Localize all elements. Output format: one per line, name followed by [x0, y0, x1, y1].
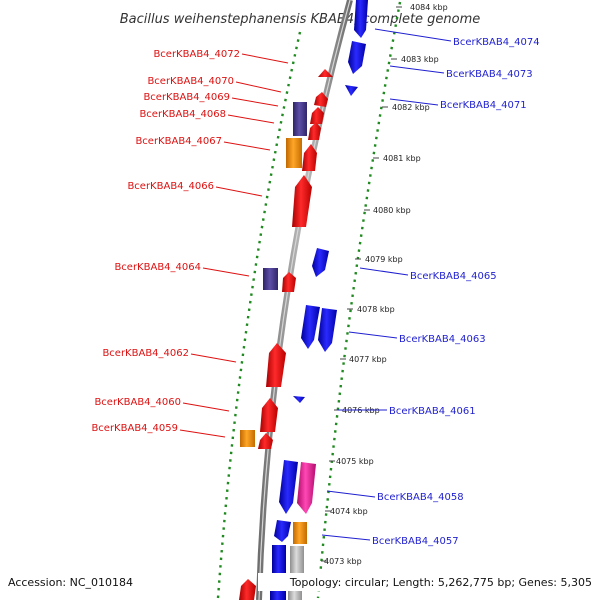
label-leader: [215, 186, 263, 197]
accession-text: Accession: NC_010184: [8, 576, 133, 589]
tick-label: 4082 kbp: [392, 103, 430, 112]
label-leader: [321, 534, 371, 541]
label-leader: [190, 353, 237, 363]
label-leader: [179, 429, 226, 438]
gene-block[interactable]: [240, 430, 255, 447]
gene-arrow[interactable]: [292, 175, 312, 227]
label-leader: [182, 402, 230, 412]
label-leader: [202, 267, 250, 277]
label-leader: [231, 97, 279, 107]
gene-arrow[interactable]: [239, 579, 256, 600]
gene-label[interactable]: BcerKBAB4_4063: [399, 334, 486, 345]
tick-mark-group: [321, 6, 402, 562]
tick-label: 4080 kbp: [373, 206, 411, 215]
gene-arrow[interactable]: [260, 398, 278, 432]
gene-arrow[interactable]: [318, 69, 333, 77]
gene-label[interactable]: BcerKBAB4_4071: [440, 100, 527, 111]
footer-right-bg: [258, 573, 596, 591]
gene-arrow[interactable]: [354, 0, 368, 38]
outer-dotted-arc-left: [216, 31, 302, 599]
tick-label: 4073 kbp: [324, 557, 362, 566]
label-leader: [227, 114, 275, 124]
genome-title: Bacillus weihenstephanensis KBAB4, compl…: [120, 12, 481, 27]
gene-arrow[interactable]: [274, 520, 291, 542]
tick-label: 4077 kbp: [349, 355, 387, 364]
gene-arrow[interactable]: [293, 396, 305, 403]
gene-label[interactable]: BcerKBAB4_4074: [453, 37, 540, 48]
gene-arrow[interactable]: [282, 272, 296, 292]
gene-arrow[interactable]: [308, 122, 321, 140]
gene-label[interactable]: BcerKBAB4_4068: [139, 109, 226, 120]
gene-arrow[interactable]: [258, 433, 273, 449]
gene-label[interactable]: BcerKBAB4_4062: [102, 348, 189, 359]
label-leader: [223, 141, 271, 151]
gene-block[interactable]: [293, 102, 307, 136]
gene-arrow[interactable]: [314, 92, 328, 107]
gene-label[interactable]: BcerKBAB4_4072: [153, 49, 240, 60]
tick-label: 4075 kbp: [336, 457, 374, 466]
gene-arrow[interactable]: [312, 248, 329, 277]
gene-label[interactable]: BcerKBAB4_4073: [446, 69, 533, 80]
gene-label[interactable]: BcerKBAB4_4059: [91, 423, 178, 434]
gene-label[interactable]: BcerKBAB4_4064: [114, 262, 201, 273]
gene-arrow[interactable]: [318, 308, 337, 352]
right-label-group: BcerKBAB4_4074 BcerKBAB4_4073 BcerKBAB4_…: [321, 28, 540, 547]
label-leader: [389, 98, 439, 106]
label-leader: [359, 267, 409, 276]
gene-label[interactable]: BcerKBAB4_4061: [389, 406, 476, 417]
label-leader: [374, 28, 452, 42]
gene-arrow[interactable]: [310, 107, 324, 124]
footer-left-bg: [4, 573, 150, 591]
gene-arrow[interactable]: [279, 460, 298, 514]
label-leader: [348, 331, 398, 339]
gene-block[interactable]: [293, 522, 307, 544]
gene-label[interactable]: BcerKBAB4_4070: [147, 76, 234, 87]
tick-label: 4081 kbp: [383, 154, 421, 163]
genome-backbone-highlight: [258, 0, 351, 600]
tick-label-group: 4084 kbp 4083 kbp 4082 kbp 4081 kbp 4080…: [324, 3, 448, 566]
outer-dotted-arc-right: [316, 1, 402, 599]
forward-strand-genes: [239, 69, 333, 600]
label-leader: [241, 53, 289, 64]
gene-arrow[interactable]: [301, 305, 320, 349]
topology-text: Topology: circular; Length: 5,262,775 bp…: [289, 576, 592, 589]
tick-label: 4074 kbp: [330, 507, 368, 516]
gene-block[interactable]: [272, 545, 286, 577]
gene-label[interactable]: BcerKBAB4_4060: [94, 397, 181, 408]
reverse-strand-genes: [270, 0, 368, 600]
tick-label: 4079 kbp: [365, 255, 403, 264]
gene-block[interactable]: [290, 546, 304, 578]
gene-label[interactable]: BcerKBAB4_4069: [143, 92, 230, 103]
gene-arrow[interactable]: [297, 462, 316, 514]
gene-label[interactable]: BcerKBAB4_4057: [372, 536, 459, 547]
gene-label[interactable]: BcerKBAB4_4067: [135, 136, 222, 147]
gene-arrow[interactable]: [345, 85, 358, 96]
gene-arrow[interactable]: [348, 41, 366, 74]
gene-label[interactable]: BcerKBAB4_4058: [377, 492, 464, 503]
tick-label: 4084 kbp: [410, 3, 448, 12]
gene-label[interactable]: BcerKBAB4_4065: [410, 271, 497, 282]
gene-label[interactable]: BcerKBAB4_4066: [127, 181, 214, 192]
left-label-group: BcerKBAB4_4072 BcerKBAB4_4070 BcerKBAB4_…: [91, 49, 289, 438]
label-leader: [389, 65, 445, 74]
gene-block[interactable]: [263, 268, 278, 290]
gene-arrow[interactable]: [266, 343, 286, 387]
tick-label: 4078 kbp: [357, 305, 395, 314]
label-leader: [235, 81, 282, 93]
gene-arrow[interactable]: [302, 144, 317, 171]
tick-label: 4083 kbp: [401, 55, 439, 64]
label-leader: [326, 490, 376, 498]
gene-block[interactable]: [286, 138, 302, 168]
